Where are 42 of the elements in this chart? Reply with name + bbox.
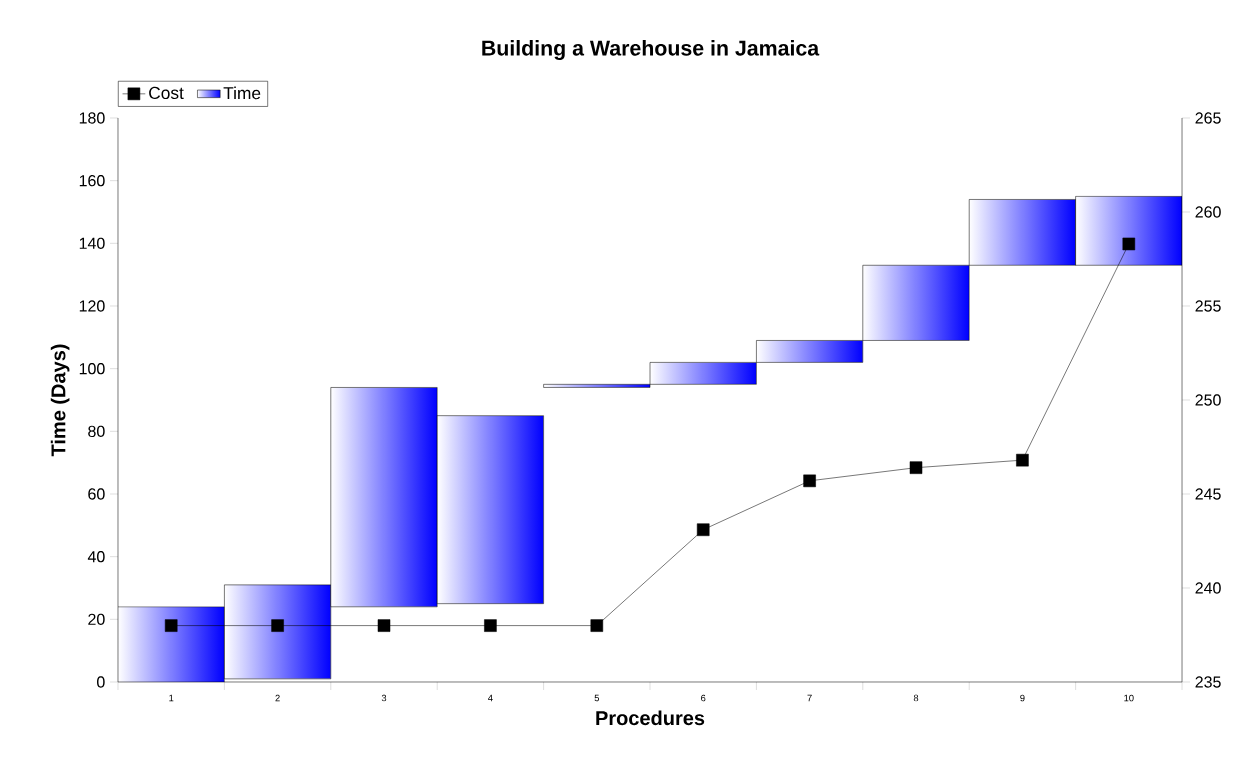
x-tick-label: 4 xyxy=(488,694,493,702)
y2-tick-label: 255 xyxy=(1195,300,1221,312)
y-tick-label: 160 xyxy=(79,175,105,187)
y2-tick-label: 250 xyxy=(1195,394,1221,406)
point xyxy=(909,461,923,474)
x-tick-label: 2 xyxy=(275,694,280,702)
x-tick-label: 8 xyxy=(913,694,919,702)
point xyxy=(377,619,391,632)
y-axis-title: Time (Days) xyxy=(50,344,70,457)
point xyxy=(271,619,284,632)
x-axis-title: Procedures xyxy=(596,710,705,726)
y-tick-label: 100 xyxy=(79,363,105,375)
y2-tick-label: 235 xyxy=(1195,676,1221,688)
point xyxy=(484,619,497,632)
x-tick-label: 3 xyxy=(381,694,387,702)
point xyxy=(1016,453,1029,467)
y-tick-label: 0 xyxy=(97,676,105,688)
y-tick-label: 40 xyxy=(87,551,105,563)
x-tick-label: 1 xyxy=(169,694,174,702)
y-tick-label: 180 xyxy=(79,112,105,124)
y-tick-label: 20 xyxy=(88,613,105,625)
y-tick-label: 140 xyxy=(79,237,105,249)
y2-tick-label: 260 xyxy=(1195,206,1221,218)
y2-tick-label: 265 xyxy=(1195,112,1221,124)
point xyxy=(164,619,178,632)
point xyxy=(1122,237,1136,251)
legend-label: Cost xyxy=(149,86,184,100)
x-tick-label: 7 xyxy=(807,694,812,702)
y2-tick-label: 240 xyxy=(1195,582,1221,594)
point xyxy=(590,619,604,632)
y2-tick-label: 245 xyxy=(1195,488,1221,500)
x-tick-label: 5 xyxy=(594,694,599,702)
x-tick-label: 10 xyxy=(1124,694,1134,702)
chart-title: Building a Warehouse in Jamaica xyxy=(482,39,820,60)
y-tick-label: 120 xyxy=(79,300,105,312)
point xyxy=(803,474,816,488)
x-tick-label: 9 xyxy=(1020,694,1025,702)
legend-label: Time xyxy=(223,86,261,100)
y-tick-label: 80 xyxy=(88,425,105,437)
x-tick-label: 6 xyxy=(701,694,706,702)
y-tick-label: 60 xyxy=(88,488,105,500)
point xyxy=(696,523,710,536)
